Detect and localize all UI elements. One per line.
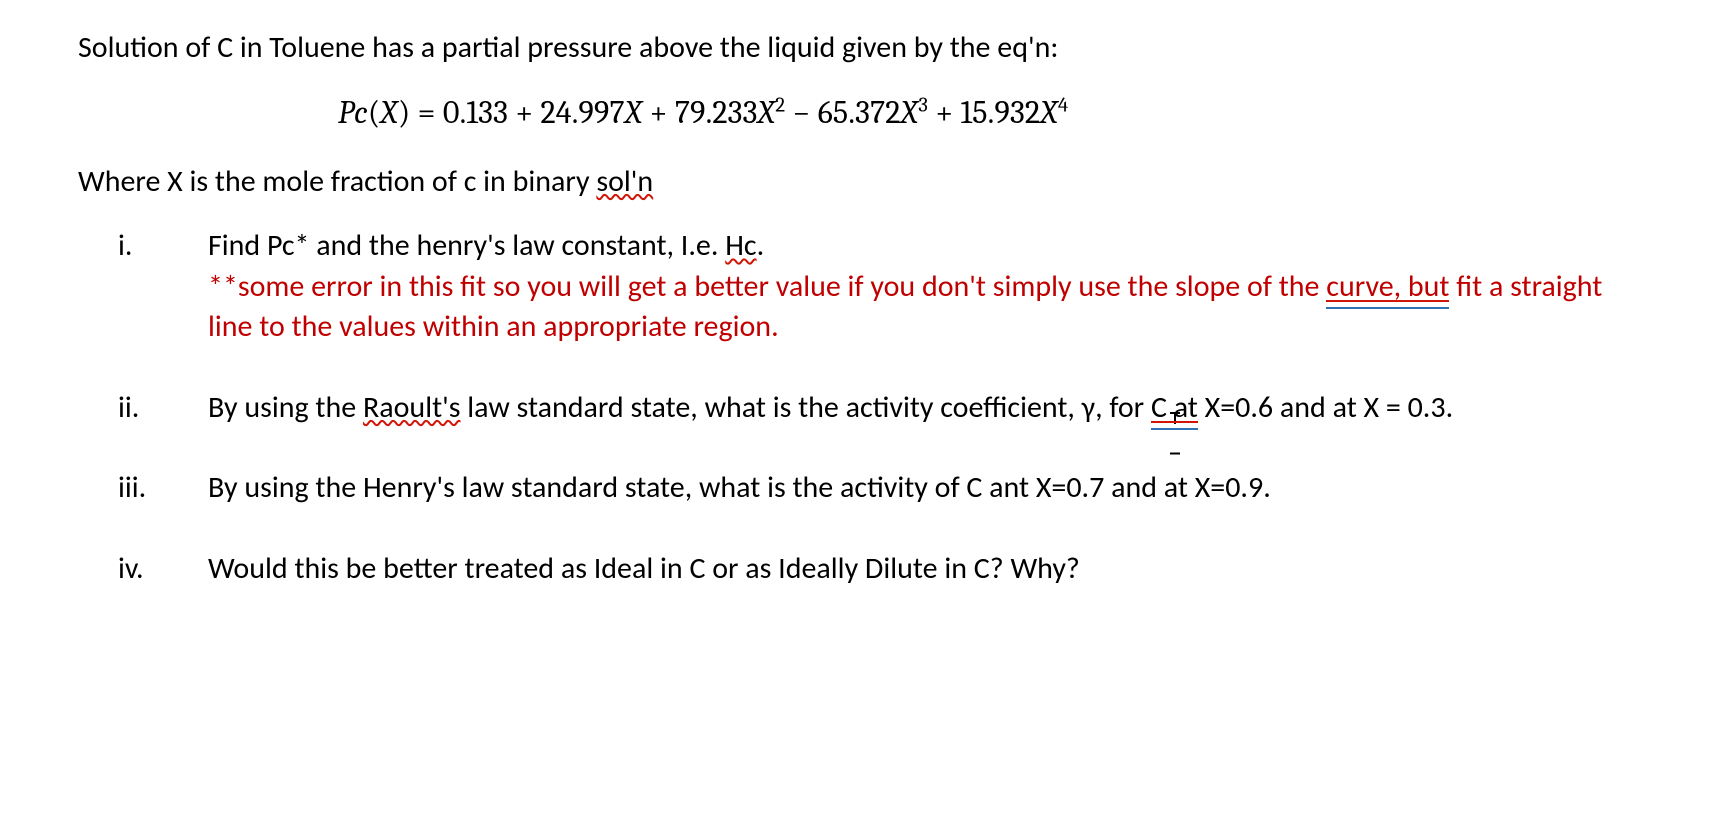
item-i-body: Find Pc* and the henry's law constant, I…: [208, 226, 1644, 348]
intro-line: Solution of C in Toluene has a partial p…: [78, 28, 1644, 69]
item-iv: iv. Would this be better treated as Idea…: [78, 549, 1644, 590]
eq-c1: 24.997: [541, 94, 625, 131]
item-i-note: **some error in this fit so you will get…: [208, 268, 1602, 346]
item-i-line1-b: .: [757, 227, 765, 264]
item-i: i. Find Pc* and the henry's law constant…: [78, 226, 1644, 348]
eq-c3: 65.372: [818, 94, 901, 131]
item-i-hc: Hc: [725, 227, 756, 264]
equation-pc-of-x: Pc(X) = 0.133 + 24.997X + 79.233X2 − 65.…: [78, 91, 1644, 134]
item-ii-a: By using the: [208, 389, 363, 426]
eq-lhs-func: Pc: [338, 94, 368, 131]
item-ii-marker: ii.: [78, 388, 208, 429]
where-prefix: Where X is the mole fraction of c in bin…: [78, 163, 596, 200]
item-ii-b: law standard state, what is the activity…: [460, 389, 1150, 426]
item-iii-body: By using the Henry's law standard state,…: [208, 468, 1644, 509]
item-i-line1-a: Find Pc* and the henry's law constant, I…: [208, 227, 725, 264]
item-ii-raoults: Raoult's: [363, 389, 461, 426]
eq-c0: 0.133: [443, 94, 508, 131]
document-page: Solution of C in Toluene has a partial p…: [0, 0, 1722, 629]
item-iii-marker: iii.: [78, 468, 208, 509]
eq-c2: 79.233: [675, 94, 758, 131]
where-line: Where X is the mole fraction of c in bin…: [78, 162, 1644, 203]
item-ii-body: By using the Raoult's law standard state…: [208, 388, 1644, 429]
item-ii-c: X=0.6 and at X = 0.3.: [1198, 389, 1453, 426]
item-i-note-a: **some error in this fit so you will get…: [208, 268, 1326, 305]
item-iv-body: Would this be better treated as Ideal in…: [208, 549, 1644, 590]
item-iii: iii. By using the Henry's law standard s…: [78, 468, 1644, 509]
item-ii-c-at: C at: [1151, 388, 1198, 429]
item-iv-marker: iv.: [78, 549, 208, 590]
item-i-curve-but: curve, but: [1326, 267, 1449, 308]
where-soln-word: sol'n: [596, 163, 653, 200]
question-list: i. Find Pc* and the henry's law constant…: [78, 226, 1644, 589]
item-ii: ii. By using the Raoult's law standard s…: [78, 388, 1644, 429]
eq-c4: 15.932: [960, 94, 1040, 131]
eq-lhs-arg: X: [380, 94, 398, 131]
item-i-marker: i.: [78, 226, 208, 267]
